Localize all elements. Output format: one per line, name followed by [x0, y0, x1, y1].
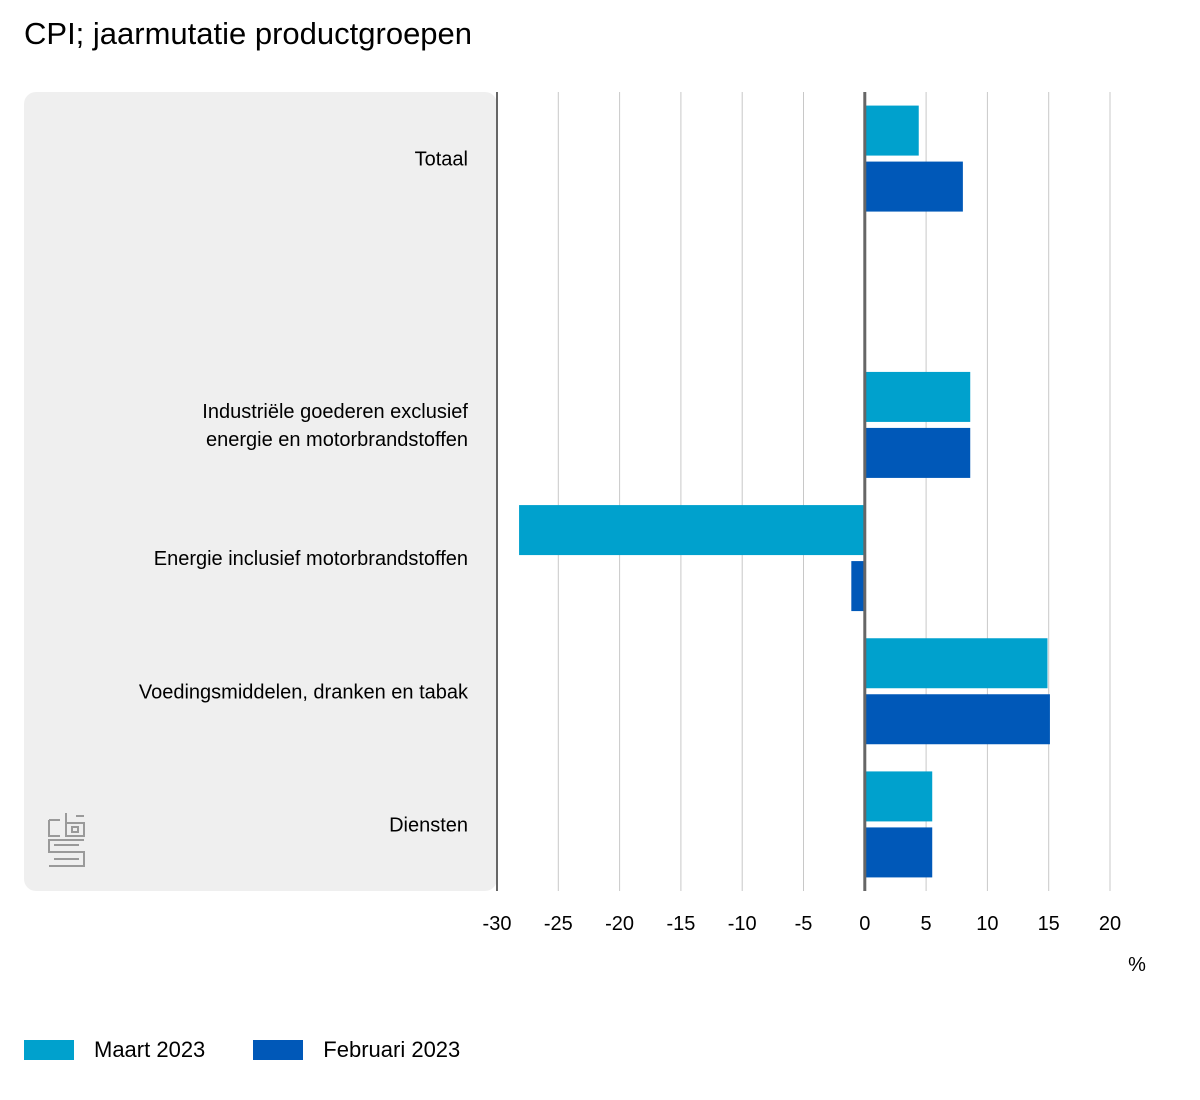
- legend-swatch-maart: [24, 1040, 74, 1060]
- bar-maart: [864, 371, 971, 422]
- bar-februari: [864, 827, 933, 878]
- x-tick-label: 5: [921, 913, 932, 935]
- x-tick-label: 20: [1099, 913, 1121, 935]
- x-tick-label: -10: [728, 913, 757, 935]
- x-tick-label: -5: [795, 913, 813, 935]
- x-tick-label: -30: [483, 913, 512, 935]
- category-label: Industriële goederen exclusief: [202, 401, 468, 423]
- x-tick-label: -25: [544, 913, 573, 935]
- x-axis-unit-label: %: [1128, 954, 1146, 976]
- category-label: Diensten: [389, 814, 468, 836]
- x-tick-label: 15: [1038, 913, 1060, 935]
- chart-area: -30 -25 -20 -15 -10 -5 0 5 10 15 20 Totaal Industri…: [24, 92, 1146, 976]
- category-label: Energie inclusief motorbrandstoffen: [154, 548, 468, 570]
- tick-labels: -30 -25 -20 -15 -10 -5 0 5 10 15 20: [483, 913, 1122, 935]
- category-labels: Totaal Industriële goederen exclusief ener…: [139, 149, 469, 837]
- x-tick-label: -15: [666, 913, 695, 935]
- legend-item-maart: Maart 2023: [24, 1036, 205, 1064]
- legend-label-februari: Februari 2023: [323, 1037, 461, 1062]
- legend-label-maart: Maart 2023: [94, 1037, 206, 1062]
- category-label: Totaal: [415, 149, 468, 171]
- x-tick-label: -20: [605, 913, 634, 935]
- category-label: Voedingsmiddelen, dranken en tabak: [139, 681, 469, 703]
- legend-swatch-februari: [253, 1040, 304, 1060]
- bar-maart: [864, 771, 933, 822]
- x-tick-label: 10: [976, 913, 998, 935]
- bar-maart: [864, 638, 1048, 689]
- bar-februari: [851, 561, 865, 612]
- cbs-logo-icon: [48, 813, 85, 867]
- legend: Maart 2023 Februari 2023: [24, 1036, 508, 1064]
- bar-februari: [864, 161, 963, 212]
- bars: [519, 105, 1050, 878]
- gridlines: [557, 92, 1111, 891]
- category-panel: [24, 92, 497, 891]
- chart-title: CPI; jaarmutatie productgroepen: [24, 16, 473, 51]
- legend-item-februari: Februari 2023: [253, 1036, 460, 1064]
- x-tick-label: 0: [859, 913, 870, 935]
- bar-februari: [864, 694, 1050, 745]
- category-label: energie en motorbrandstoffen: [206, 429, 468, 451]
- bar-maart: [864, 105, 919, 156]
- bar-februari: [864, 427, 971, 478]
- bar-maart: [519, 505, 865, 556]
